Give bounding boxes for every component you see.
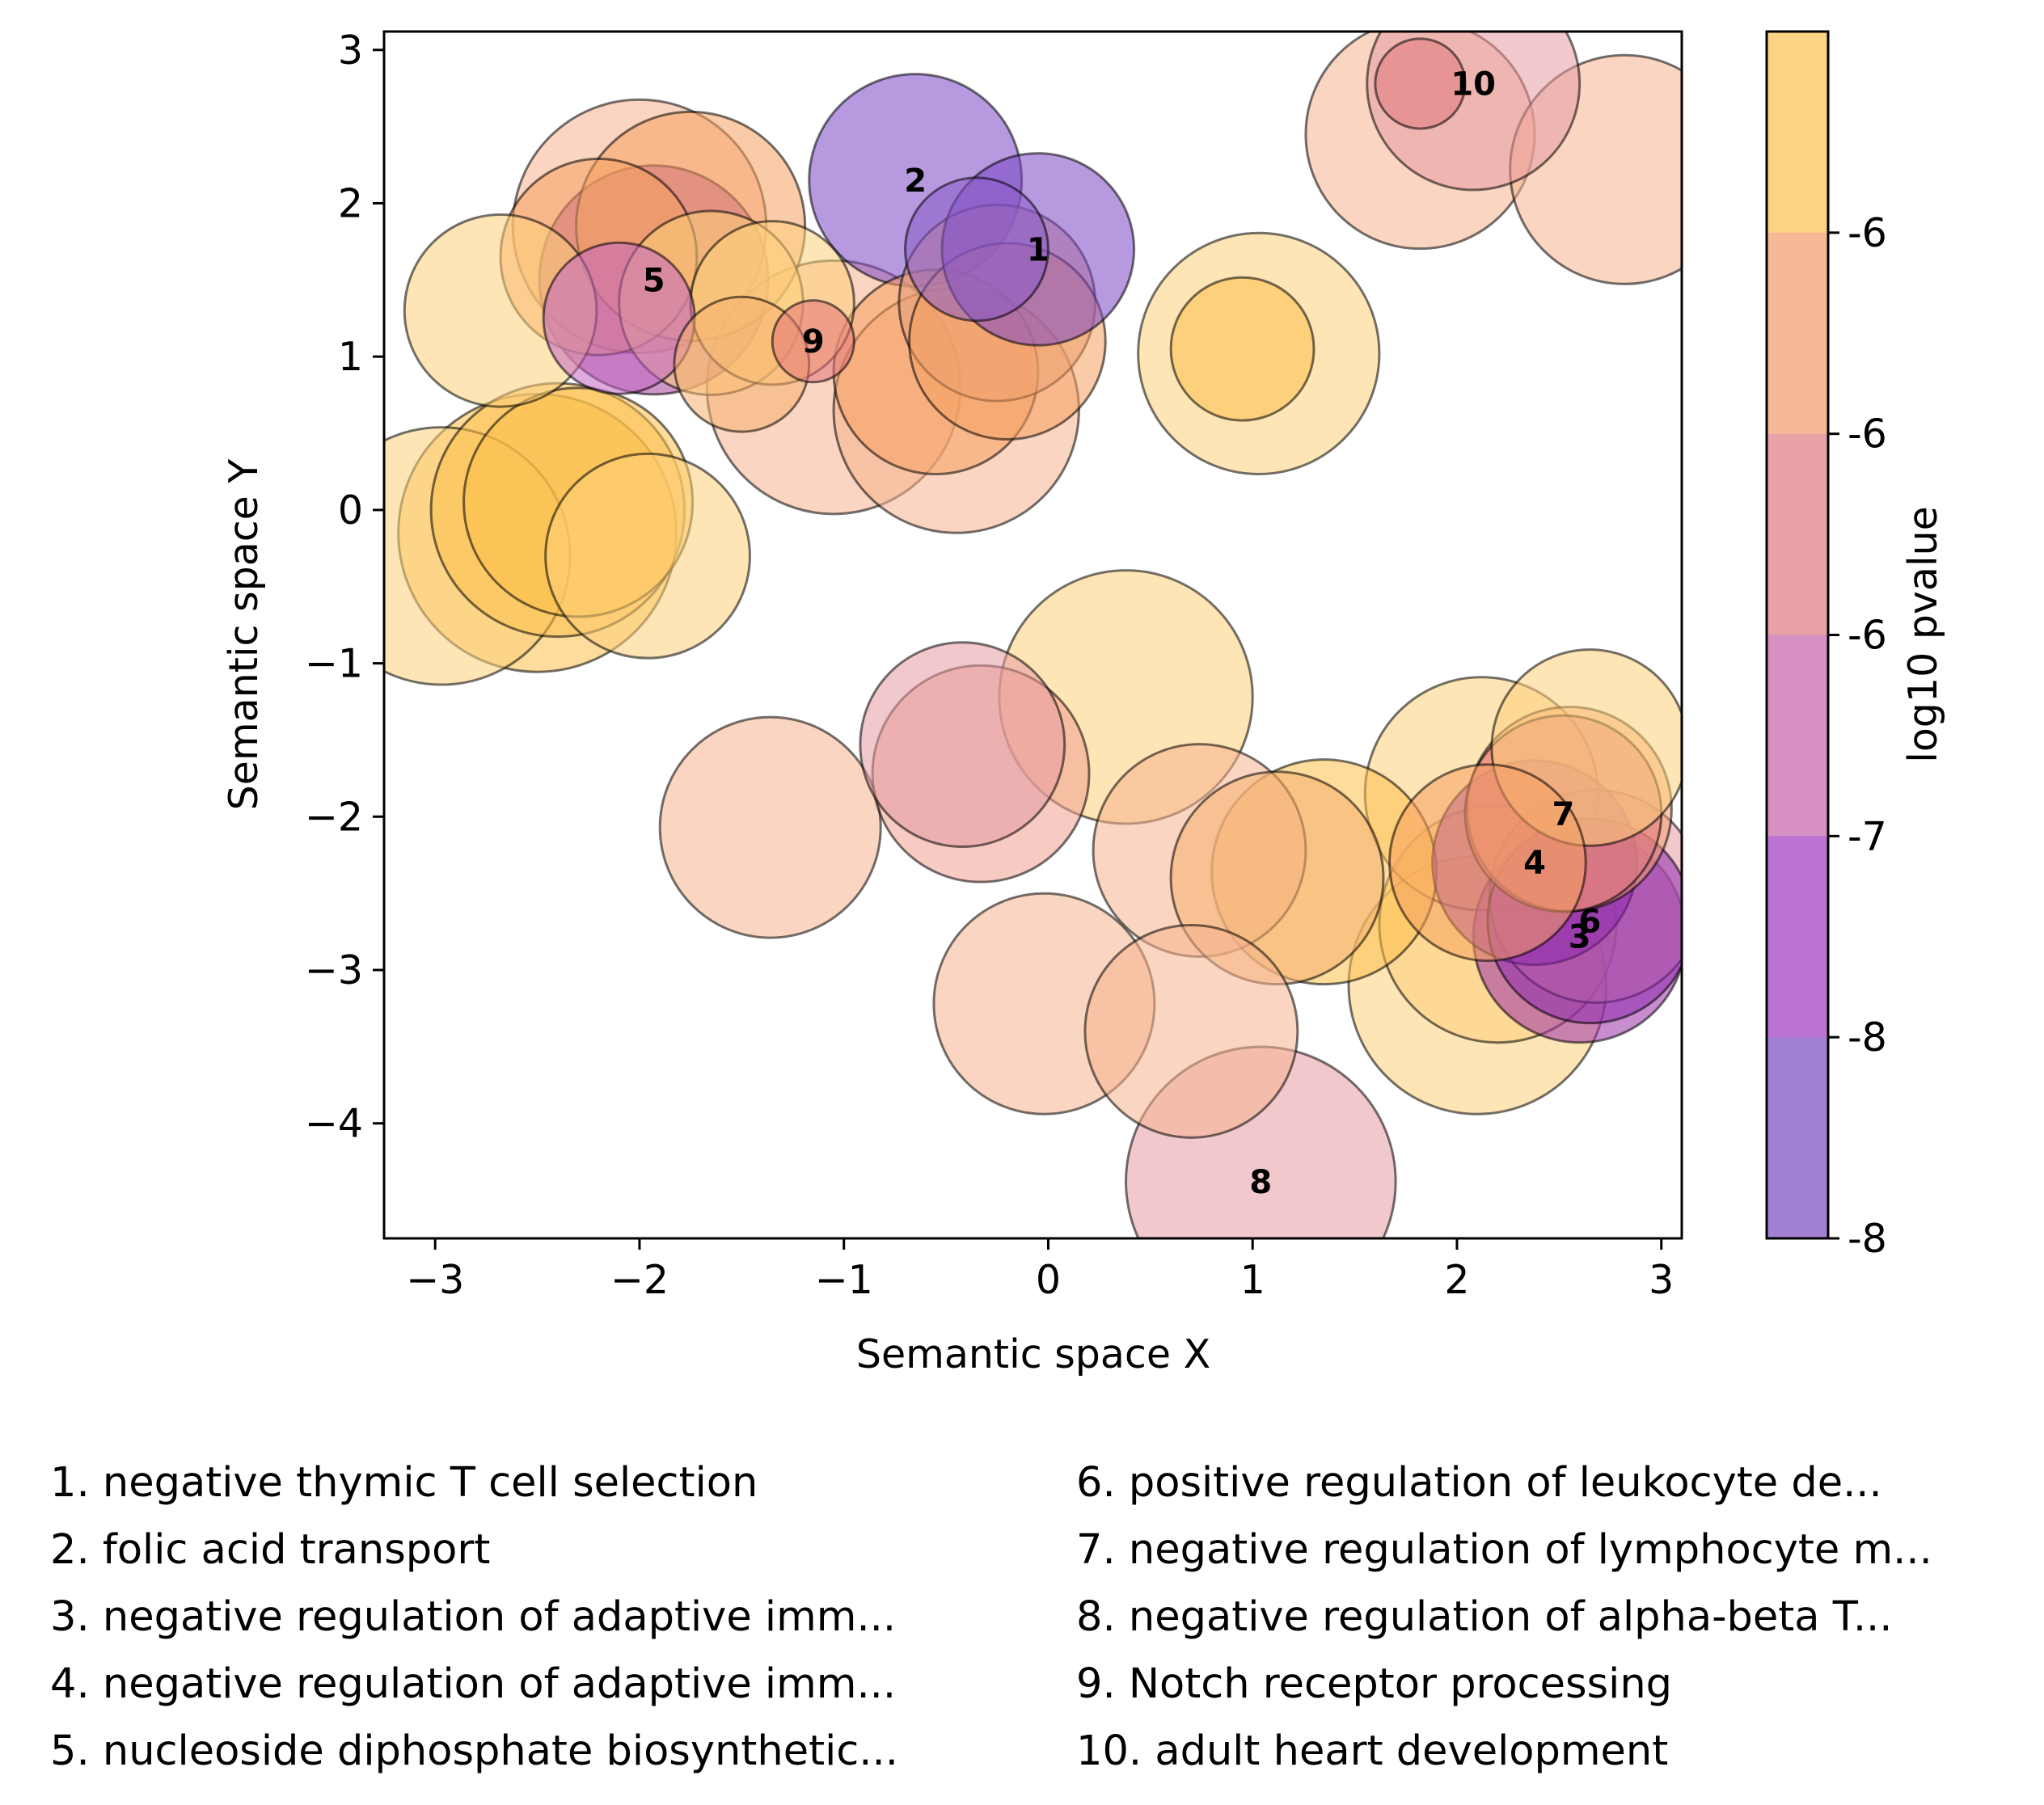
bubble-number-label: 2 xyxy=(904,162,927,200)
x-tick-label: 2 xyxy=(1444,1257,1469,1303)
bubble-point xyxy=(544,452,751,660)
y-tick-label: 0 xyxy=(338,487,363,533)
bubble-point xyxy=(1169,276,1316,422)
legend-item: 1. negative thymic T cell selection xyxy=(50,1459,758,1507)
bubble-layer xyxy=(384,32,1682,1238)
y-axis: 3 2 1 0 −1 −2 −3 −4 xyxy=(305,27,384,1147)
bubble-number-label: 1 xyxy=(1027,231,1049,268)
colorbar-tick-label: -8 xyxy=(1848,1014,1887,1061)
bubble-number-label: 5 xyxy=(643,262,665,299)
legend-item: 9. Notch receptor processing xyxy=(1076,1660,1672,1708)
colorbar-band xyxy=(1767,32,1828,234)
bubble-number-label: 6 xyxy=(1578,903,1601,940)
bubble-point xyxy=(904,176,1049,323)
legend-item: 6. positive regulation of leukocyte de..… xyxy=(1076,1459,1882,1507)
colorbar-tick-label: -6 xyxy=(1848,411,1887,458)
legend-item: 7. negative regulation of lymphocyte m..… xyxy=(1076,1526,1932,1574)
x-tick-label: −3 xyxy=(406,1257,464,1303)
x-tick-label: 0 xyxy=(1036,1257,1061,1303)
legend: 1. negative thymic T cell selection 2. f… xyxy=(50,1459,1932,1775)
colorbar-band xyxy=(1767,433,1828,635)
x-tick-label: −2 xyxy=(610,1257,669,1303)
legend-item: 3. negative regulation of adaptive imm..… xyxy=(50,1593,896,1641)
bubble-number-label: 7 xyxy=(1552,796,1574,833)
bubble-point xyxy=(1083,923,1299,1139)
y-tick-label: −2 xyxy=(305,794,363,840)
bubble-point xyxy=(771,299,855,384)
bubble-number-label: 8 xyxy=(1249,1164,1272,1201)
colorbar-band xyxy=(1767,635,1828,837)
bubble-number-label: 3 xyxy=(1569,918,1591,955)
bubble-label-layer: 1 2 34 5 6 7 8 9 10 xyxy=(643,66,1601,1201)
plot-frame xyxy=(382,30,1683,1240)
colorbar-band xyxy=(1767,232,1828,435)
y-tick-label: 2 xyxy=(338,180,363,226)
legend-item: 5. nucleoside diphosphate biosynthetic..… xyxy=(50,1727,898,1775)
y-tick-label: 1 xyxy=(338,334,363,380)
y-tick-label: −1 xyxy=(305,641,363,687)
bubble-point xyxy=(1388,763,1587,963)
bubble-number-label: 4 xyxy=(1523,845,1546,882)
colorbar-tick-label: -6 xyxy=(1848,210,1887,256)
colorbar-tick-label: -8 xyxy=(1848,1216,1887,1262)
colorbar-band xyxy=(1767,836,1828,1038)
bubble-point xyxy=(542,241,696,395)
legend-item: 2. folic acid transport xyxy=(50,1526,490,1574)
bubble-point xyxy=(859,641,1066,849)
y-tick-label: −3 xyxy=(305,947,363,993)
bubble-point xyxy=(658,715,882,939)
colorbar-tick-label: -7 xyxy=(1848,813,1887,859)
colorbar-tick-label: -6 xyxy=(1848,613,1887,659)
x-axis: −3 −2 −1 0 1 2 3 xyxy=(406,1238,1674,1303)
y-tick-label: −4 xyxy=(305,1101,363,1147)
colorbar-band xyxy=(1767,1037,1828,1239)
legend-item: 4. negative regulation of adaptive imm..… xyxy=(50,1660,896,1708)
bubble-number-label: 10 xyxy=(1451,66,1496,103)
x-tick-label: −1 xyxy=(815,1257,873,1303)
colorbar-label: log10 pvalue xyxy=(1900,506,1946,763)
colorbar: -6 -6 -6 -7 -8 -8 xyxy=(1765,30,1887,1262)
x-axis-label: Semantic space X xyxy=(856,1331,1210,1377)
y-axis-label: Semantic space Y xyxy=(221,458,267,811)
legend-item: 8. negative regulation of alpha-beta T..… xyxy=(1076,1593,1892,1641)
x-tick-label: 3 xyxy=(1649,1257,1674,1303)
legend-item: 10. adult heart development xyxy=(1076,1727,1668,1775)
bubble-point xyxy=(1374,37,1467,130)
y-tick-label: 3 xyxy=(338,27,363,74)
bubble-number-label: 9 xyxy=(802,323,825,361)
x-tick-label: 1 xyxy=(1240,1257,1265,1303)
